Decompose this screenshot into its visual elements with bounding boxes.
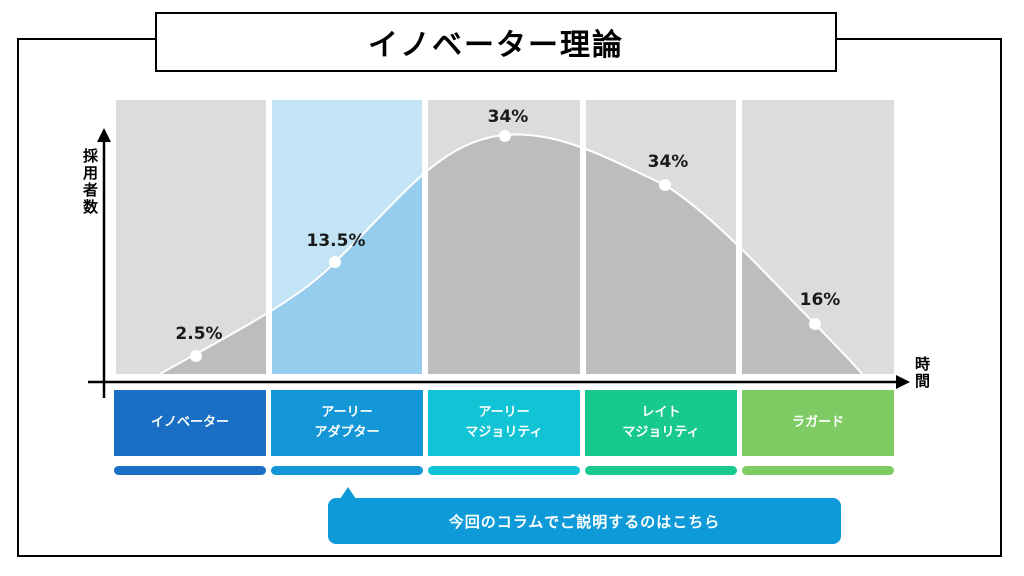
x-axis-arrow (896, 375, 910, 389)
category-late-majority: レイト マジョリティ (585, 390, 737, 456)
point-early-adopters (329, 256, 341, 268)
data-label-laggards: 16% (799, 290, 841, 310)
category-bar-early-adopters (271, 466, 423, 475)
data-label-early-majority: 34% (487, 107, 529, 127)
page-title: イノベーター理論 (155, 12, 837, 72)
y-axis-label: 採用者数 (81, 148, 99, 216)
point-late-majority (659, 179, 671, 191)
category-bar-innovators (114, 466, 266, 475)
area-early-majority (428, 134, 580, 374)
callout-pointer (340, 487, 356, 499)
category-innovators: イノベーター (114, 390, 266, 456)
y-axis-arrow (97, 128, 111, 142)
point-innovators (190, 350, 202, 362)
point-early-majority (499, 130, 511, 142)
bell-curve (159, 133, 863, 375)
data-label-early-adopters: 13.5% (306, 231, 366, 251)
category-bar-late-majority (585, 466, 737, 475)
category-laggards: ラガード (742, 390, 894, 456)
data-label-innovators: 2.5% (175, 324, 223, 344)
point-laggards (809, 318, 821, 330)
category-early-adopters: アーリー アダプター (271, 390, 423, 456)
category-early-majority: アーリー マジョリティ (428, 390, 580, 456)
data-label-late-majority: 34% (647, 152, 689, 172)
category-bar-laggards (742, 466, 894, 475)
callout-banner[interactable]: 今回のコラムでご説明するのはこちら (328, 498, 841, 544)
category-bar-early-majority (428, 466, 580, 475)
x-axis-label: 時間 (913, 356, 931, 390)
